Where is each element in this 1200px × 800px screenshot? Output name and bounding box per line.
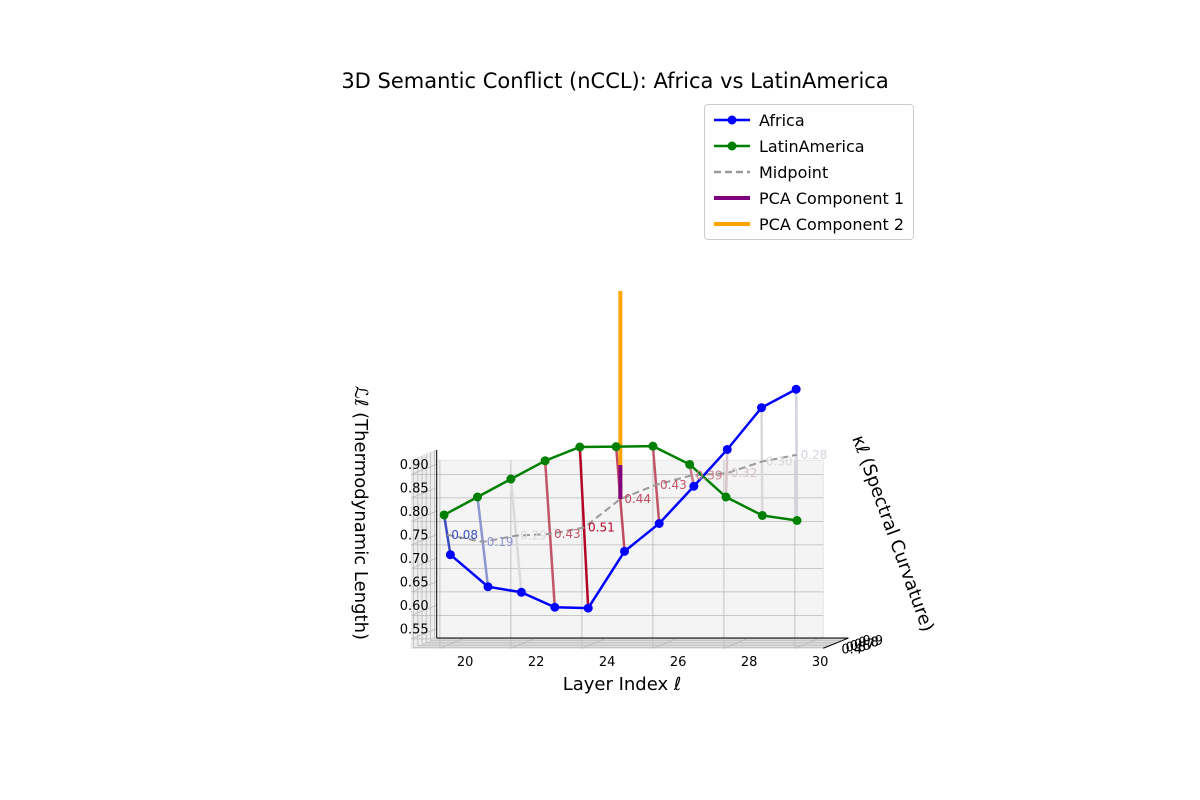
legend-label-latinamerica: LatinAmerica <box>759 136 865 156</box>
legend: Africa LatinAmerica Midpoint PCA Compone… <box>704 104 914 240</box>
legend-item-pca-2: PCA Component 2 <box>713 211 905 237</box>
y-tick-label: 0.4 <box>841 642 862 657</box>
z-tick-label: 0.70 <box>400 552 429 567</box>
grid-line-z <box>411 581 437 593</box>
axis-panes <box>411 449 849 649</box>
conflict-value-label: 0.39 <box>696 468 723 482</box>
latinamerica-point <box>575 442 585 452</box>
grid-line-z <box>411 510 437 522</box>
africa-point <box>516 587 526 597</box>
z-tick-label: 0.55 <box>400 623 429 638</box>
conflict-value-label: 0.43 <box>554 527 581 541</box>
conflict-value-label: 0.19 <box>487 535 514 549</box>
grid-line-z <box>411 557 437 569</box>
grid-line-x <box>652 637 679 649</box>
latinamerica-point <box>648 441 658 451</box>
y-tick-label: 0.9 <box>862 634 883 649</box>
africa-point <box>620 546 630 556</box>
x-tick-label: 28 <box>741 655 758 670</box>
grid-line-z <box>411 487 437 499</box>
latinamerica-point <box>721 492 731 502</box>
x-tick-label: 24 <box>599 655 616 670</box>
z-tick-label: 0.90 <box>400 458 429 473</box>
conflict-value-label: 0.51 <box>588 521 615 535</box>
legend-label-africa: Africa <box>759 110 805 130</box>
latinamerica-point <box>439 510 449 520</box>
y-axis-line <box>823 637 849 649</box>
legend-label-pca-2: PCA Component 2 <box>759 214 905 234</box>
grid-line-z <box>411 463 437 475</box>
side-pane <box>411 449 438 649</box>
x-tick-label: 20 <box>457 655 474 670</box>
africa-point <box>654 519 664 528</box>
grid-line-x <box>794 637 821 649</box>
y-tick-label: 0.8 <box>858 636 879 651</box>
africa-point <box>483 582 493 592</box>
conflict-value-label: 0.29 <box>520 529 547 543</box>
z-tick-label: 0.60 <box>400 599 429 614</box>
y-tick-label: 0.5 <box>846 641 867 656</box>
z-tick-label: 0.80 <box>400 505 429 520</box>
grid-line-x <box>439 637 466 649</box>
axes: 20 22 24 26 28 30 0.40.50.60.70.80.9 0.55 0.60 0.… <box>400 450 883 670</box>
legend-item-midpoint: Midpoint <box>713 159 905 185</box>
x-axis-label: Layer Index ℓ <box>563 674 682 695</box>
africa-point <box>757 403 766 413</box>
africa-point <box>550 602 560 612</box>
z-tick-label: 0.65 <box>400 576 429 591</box>
grid-line-x <box>723 637 750 649</box>
z-tick-label: 0.75 <box>400 529 429 544</box>
latinamerica-point <box>540 456 550 466</box>
z-axis-label: ℒℓ (Thermodynamic Length) <box>350 386 371 640</box>
chart-title: 3D Semantic Conflict (nCCL): Africa vs L… <box>341 69 888 93</box>
legend-marker-midpoint <box>714 170 750 174</box>
latinamerica-point <box>611 442 621 452</box>
y-tick-label: 0.6 <box>850 639 871 654</box>
floor-pane <box>411 637 849 649</box>
legend-marker-pca-1 <box>714 196 750 200</box>
latinamerica-point <box>792 516 802 525</box>
legend-item-pca-1: PCA Component 1 <box>713 185 905 211</box>
conflict-value-label: 0.30 <box>766 455 793 469</box>
latinamerica-point <box>757 510 767 520</box>
africa-point <box>689 481 699 491</box>
grid-line-z <box>411 604 437 616</box>
conflict-value-label: 0.44 <box>624 492 651 506</box>
africa-point <box>722 444 732 454</box>
grid-line-z <box>411 534 437 546</box>
africa-point <box>791 384 801 394</box>
africa-point <box>583 603 593 613</box>
conflict-value-label: 0.32 <box>731 466 758 480</box>
midpoint-line <box>447 453 797 543</box>
latinamerica-point <box>506 474 516 484</box>
chart-marks: 0.08 0.19 0.29 0.43 0.51 0.44 0.43 0.39 0.32 0.30… <box>439 291 828 613</box>
x-tick-label: 30 <box>812 655 829 670</box>
grid-line-x <box>510 637 537 649</box>
legend-marker-pca-2 <box>714 222 750 226</box>
grid-line-x <box>581 637 608 649</box>
y-axis-label: κℓ (Spectral Curvature) <box>847 433 938 635</box>
latinamerica-point <box>685 459 695 469</box>
conflict-value-label: 0.43 <box>660 478 687 492</box>
x-tick-label: 22 <box>528 655 545 670</box>
legend-item-africa: Africa <box>713 107 905 133</box>
conflict-line <box>724 449 729 498</box>
legend-marker-africa <box>714 115 750 125</box>
africa-point <box>445 550 455 560</box>
conflict-value-label: 0.28 <box>801 448 828 462</box>
legend-label-pca-1: PCA Component 1 <box>759 188 905 208</box>
legend-item-latinamerica: LatinAmerica <box>713 133 905 159</box>
z-tick-label: 0.85 <box>400 482 429 497</box>
legend-marker-latinamerica <box>714 141 750 151</box>
legend-label-midpoint: Midpoint <box>759 162 829 182</box>
latinamerica-point <box>473 492 482 502</box>
y-tick-label: 0.7 <box>854 637 875 652</box>
grid-line-z <box>411 628 437 640</box>
x-tick-label: 26 <box>670 655 687 670</box>
conflict-value-label: 0.08 <box>451 528 478 542</box>
